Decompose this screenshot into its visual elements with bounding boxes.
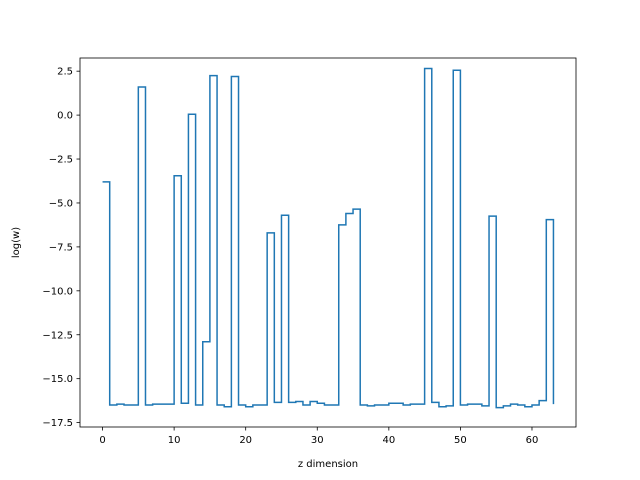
- y-tick-label: 0.0: [57, 111, 73, 122]
- x-tick-label: 10: [168, 435, 181, 446]
- y-tick-label: −2.5: [49, 155, 73, 166]
- plot-area: [80, 58, 576, 427]
- ticks-layer: 0 10 20 30 40 50 60 2.5 0.0 −2.5 −5.0 −7.5 −10.0 −12.…: [42, 67, 538, 446]
- axes-frame: [79, 57, 577, 428]
- y-tick-label: −12.5: [42, 330, 73, 341]
- y-tick-label: −15.0: [42, 374, 73, 385]
- x-tick-label: 30: [311, 435, 324, 446]
- y-tick-label: −10.0: [42, 286, 73, 297]
- x-tick-label: 50: [454, 435, 467, 446]
- y-tick-label: 2.5: [57, 67, 73, 78]
- x-axis-label: z dimension: [298, 459, 358, 470]
- x-tick-label: 40: [382, 435, 395, 446]
- x-tick-label: 20: [239, 435, 252, 446]
- y-tick-label: −7.5: [49, 242, 73, 253]
- x-tick-label: 0: [99, 435, 105, 446]
- y-axis-label: log(w): [11, 227, 22, 258]
- series-layer: [102, 67, 555, 409]
- y-tick-label: −5.0: [49, 198, 73, 209]
- y-tick-label: −17.5: [42, 418, 73, 429]
- series-line-0: [102, 67, 555, 409]
- x-tick-label: 60: [526, 435, 539, 446]
